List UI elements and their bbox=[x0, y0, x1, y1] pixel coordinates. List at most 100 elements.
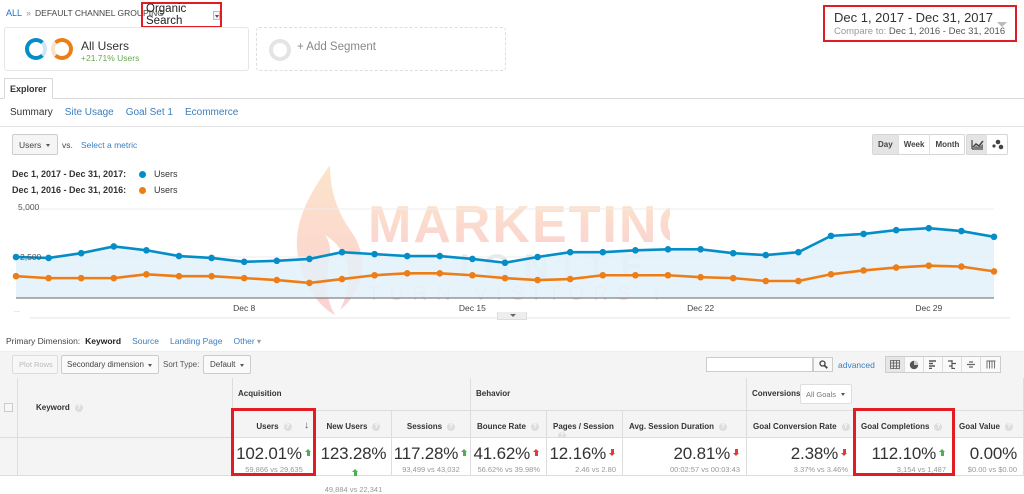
sort-type-dropdown[interactable]: Default bbox=[203, 355, 251, 374]
help-icon[interactable]: ? bbox=[530, 422, 539, 431]
data-point[interactable] bbox=[143, 270, 150, 278]
help-icon[interactable]: ? bbox=[74, 403, 83, 412]
data-point[interactable] bbox=[958, 263, 965, 270]
column-header-avg-session-duration[interactable]: Avg. Session Duration? bbox=[623, 411, 747, 438]
data-point[interactable] bbox=[273, 257, 281, 265]
data-point[interactable] bbox=[306, 255, 313, 263]
advanced-filter-link[interactable]: advanced bbox=[838, 360, 875, 370]
help-icon[interactable]: ? bbox=[447, 422, 456, 431]
help-icon[interactable]: ? bbox=[558, 431, 566, 440]
comparison-view-button[interactable] bbox=[943, 357, 962, 372]
column-header-goal-conversion-rate[interactable]: Goal Conversion Rate? bbox=[747, 411, 855, 438]
secondary-dimension-dropdown[interactable]: Secondary dimension bbox=[61, 355, 159, 374]
data-point[interactable] bbox=[45, 274, 52, 282]
data-point[interactable] bbox=[436, 252, 444, 260]
data-point[interactable] bbox=[632, 246, 639, 254]
help-icon[interactable]: ? bbox=[283, 422, 292, 431]
data-point[interactable] bbox=[436, 270, 444, 277]
help-icon[interactable]: ? bbox=[719, 422, 728, 431]
sort-descending-icon[interactable]: ↓ bbox=[304, 420, 309, 431]
data-point[interactable] bbox=[795, 277, 802, 285]
data-point[interactable] bbox=[338, 275, 346, 283]
data-point[interactable] bbox=[795, 248, 802, 256]
data-view-button[interactable] bbox=[886, 357, 905, 372]
add-segment-button[interactable]: + Add Segment bbox=[256, 27, 506, 71]
column-header-pages-per-session[interactable]: Pages / Session? bbox=[547, 411, 623, 440]
data-point[interactable] bbox=[599, 271, 607, 279]
period-month-button[interactable]: Month bbox=[935, 140, 960, 149]
data-point[interactable] bbox=[45, 254, 52, 262]
column-header-new-users[interactable]: New Users? bbox=[316, 411, 392, 438]
data-point[interactable] bbox=[371, 250, 378, 258]
channel-dropdown[interactable]: Organic Search bbox=[141, 2, 222, 28]
help-icon[interactable]: ? bbox=[372, 422, 381, 431]
term-cloud-view-button[interactable] bbox=[962, 357, 981, 372]
data-point[interactable] bbox=[892, 264, 900, 271]
data-point[interactable] bbox=[175, 272, 183, 280]
data-point[interactable] bbox=[208, 272, 215, 280]
pivot-view-button[interactable] bbox=[981, 357, 1000, 372]
chart-collapse-handle[interactable] bbox=[497, 312, 527, 320]
help-icon[interactable]: ? bbox=[841, 422, 850, 431]
data-point[interactable] bbox=[762, 277, 770, 285]
column-header-bounce-rate[interactable]: Bounce Rate? bbox=[471, 411, 547, 438]
data-point[interactable] bbox=[403, 270, 411, 277]
data-point[interactable] bbox=[338, 248, 346, 256]
data-point[interactable] bbox=[599, 248, 607, 256]
data-point[interactable] bbox=[306, 279, 313, 287]
data-point[interactable] bbox=[469, 255, 476, 263]
select-all-checkbox[interactable] bbox=[4, 403, 13, 412]
data-point[interactable] bbox=[566, 275, 574, 283]
help-icon[interactable]: ? bbox=[934, 422, 943, 431]
data-point[interactable] bbox=[925, 262, 933, 269]
data-point[interactable] bbox=[762, 251, 770, 259]
data-point[interactable] bbox=[77, 274, 85, 282]
motion-chart-button[interactable] bbox=[987, 135, 1007, 154]
data-point[interactable] bbox=[729, 274, 737, 282]
keyword-column-header[interactable]: Keyword? bbox=[18, 378, 233, 438]
data-point[interactable] bbox=[501, 259, 509, 267]
data-point[interactable] bbox=[371, 271, 378, 279]
subtab-summary[interactable]: Summary bbox=[10, 107, 53, 118]
table-search-input[interactable] bbox=[706, 357, 813, 372]
search-button[interactable] bbox=[813, 357, 833, 372]
data-point[interactable] bbox=[827, 232, 835, 240]
column-header-goal-completions[interactable]: Goal Completions? bbox=[855, 411, 953, 438]
data-point[interactable] bbox=[208, 254, 215, 262]
users-line-chart[interactable]: 5,000 2,500 Dec 8 Dec 15 Dec 22 Dec 29... bbox=[0, 200, 1024, 325]
subtab-goal-set-1[interactable]: Goal Set 1 bbox=[125, 107, 173, 118]
primary-dimension-landing-page[interactable]: Landing Page bbox=[170, 336, 223, 346]
plot-rows-button[interactable]: Plot Rows bbox=[12, 355, 58, 374]
date-range-picker[interactable]: Dec 1, 2017 - Dec 31, 2017 Compare to: D… bbox=[823, 5, 1017, 42]
segment-all-users[interactable]: All Users +21.71% Users bbox=[4, 27, 249, 71]
data-point[interactable] bbox=[110, 274, 118, 282]
performance-view-button[interactable] bbox=[924, 357, 943, 372]
data-point[interactable] bbox=[175, 252, 183, 260]
data-point[interactable] bbox=[534, 253, 541, 261]
data-point[interactable] bbox=[77, 249, 85, 257]
data-point[interactable] bbox=[403, 252, 411, 260]
line-chart-button[interactable] bbox=[967, 135, 987, 154]
data-point[interactable] bbox=[925, 224, 933, 232]
data-point[interactable] bbox=[12, 272, 20, 280]
data-point[interactable] bbox=[501, 274, 509, 282]
primary-dimension-keyword[interactable]: Keyword bbox=[85, 336, 122, 346]
data-point[interactable] bbox=[534, 276, 541, 284]
metric-dropdown[interactable]: Users bbox=[12, 134, 58, 155]
tab-explorer[interactable]: Explorer bbox=[4, 78, 53, 99]
period-week-button[interactable]: Week bbox=[899, 135, 931, 154]
select-metric-link[interactable]: Select a metric bbox=[81, 140, 138, 150]
data-point[interactable] bbox=[632, 271, 639, 279]
data-point[interactable] bbox=[958, 227, 965, 235]
primary-dimension-source[interactable]: Source bbox=[132, 336, 159, 346]
data-point[interactable] bbox=[664, 246, 672, 253]
data-point[interactable] bbox=[566, 248, 574, 256]
primary-dimension-other[interactable]: Other bbox=[233, 336, 261, 346]
percentage-view-button[interactable] bbox=[905, 357, 924, 372]
help-icon[interactable]: ? bbox=[1004, 422, 1013, 431]
data-point[interactable] bbox=[469, 271, 476, 279]
breadcrumb-all-link[interactable]: ALL bbox=[6, 8, 23, 18]
data-point[interactable] bbox=[729, 249, 737, 257]
data-point[interactable] bbox=[827, 270, 835, 278]
goal-selector-dropdown[interactable]: All Goals bbox=[800, 384, 852, 404]
